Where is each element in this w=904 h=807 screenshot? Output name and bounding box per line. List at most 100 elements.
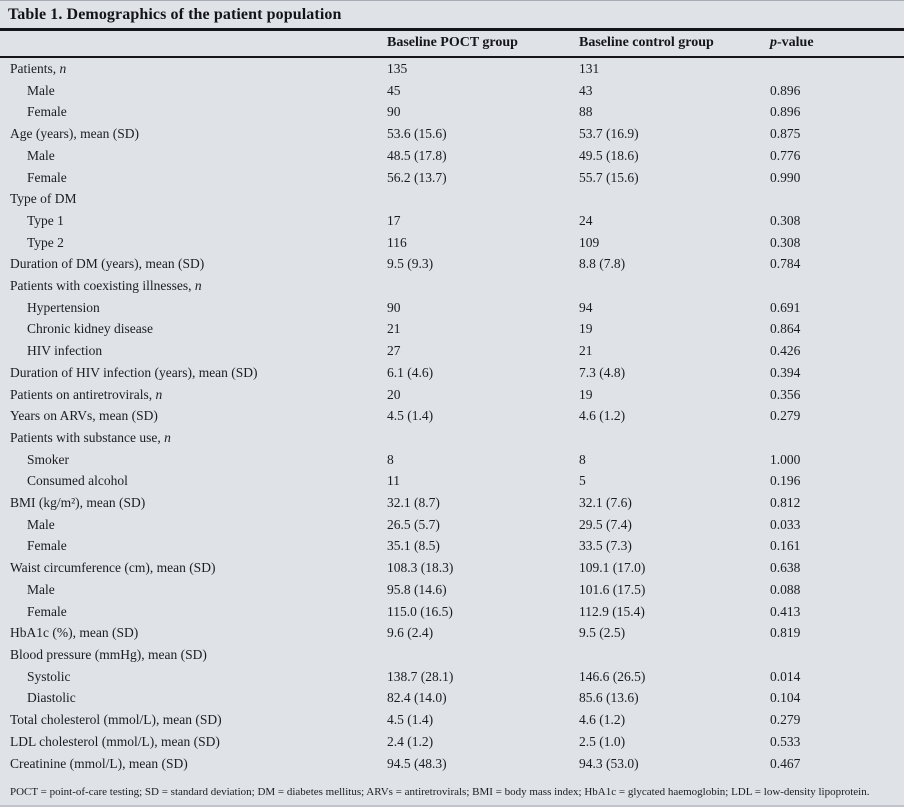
cell-poct-value: 95.8 (14.6) [387,581,447,597]
table-row: Consumed alcohol 11 5 0.196 [0,470,904,492]
cell-p-value: 0.413 [770,603,801,619]
row-label: Patients with substance use, n [0,427,387,449]
row-label-text: Consumed alcohol [27,473,128,489]
table-row: HIV infection 27 21 0.426 [0,340,904,362]
table-header: Baseline POCT group Baseline control gro… [0,31,904,58]
cell-p-value: 0.875 [770,126,801,142]
row-label-text: Patients on antiretrovirals, [10,386,156,402]
row-label-text: Systolic [27,668,71,684]
row-label-text: BMI (kg/m²), mean (SD) [10,495,146,511]
cell-poct-value: 90 [387,104,401,120]
cell-poct-value: 94.5 (48.3) [387,755,447,771]
cell-poct-value: 53.6 (15.6) [387,126,447,142]
cell-poct-value: 135 [387,61,408,76]
table-row: Male 45 43 0.896 [0,80,904,102]
cell-p-value: 0.990 [770,169,801,185]
row-label-text: Male [27,82,55,98]
cell-poct-value: 82.4 (14.0) [387,690,447,706]
cell-poct-value: 17 [387,212,401,228]
row-label: BMI (kg/m²), mean (SD) [0,492,387,514]
cell-control-value: 32.1 (7.6) [579,495,632,511]
row-label-text: Type 1 [27,212,64,228]
table-row: Male 95.8 (14.6) 101.6 (17.5) 0.088 [0,579,904,601]
table-row: Female 115.0 (16.5) 112.9 (15.4) 0.413 [0,601,904,623]
cell-control-value: 109 [579,234,600,250]
header-p-value: p-value [770,31,904,58]
table-body: Patients, n 135 131 Male 45 43 0.896 Female 90 88… [0,57,904,774]
cell-poct-value: 32.1 (8.7) [387,495,440,511]
header-label-column [0,31,387,58]
cell-p-value: 0.308 [770,212,801,228]
table-row: Years on ARVs, mean (SD) 4.5 (1.4) 4.6 (1.… [0,405,904,427]
cell-control-value: 4.6 (1.2) [579,408,626,424]
cell-p-value: 0.638 [770,560,801,576]
cell-p-value: 0.864 [770,321,801,337]
row-label-text: Waist circumference (cm), mean (SD) [10,560,216,576]
row-label-italic: n [164,429,171,445]
header-control-group: Baseline control group [579,31,770,58]
row-label: LDL cholesterol (mmol/L), mean (SD) [0,731,387,753]
row-label-text: Female [27,603,67,619]
row-label-text: Patients, [10,61,60,76]
header-poct-group: Baseline POCT group [387,31,579,58]
row-label-italic: n [59,61,67,76]
table-row: Female 90 88 0.896 [0,101,904,123]
row-label: Female [0,535,387,557]
cell-p-value: 0.426 [770,343,801,359]
cell-p-value: 0.279 [770,408,801,424]
table-row: BMI (kg/m²), mean (SD) 32.1 (8.7) 32.1 (7.… [0,492,904,514]
row-label-italic: n [194,278,202,294]
cell-control-value: 85.6 (13.6) [579,690,639,706]
cell-control-value: 2.5 (1.0) [579,733,626,749]
row-label-text: Patients with substance use, [10,429,165,445]
cell-p-value: 0.691 [770,299,801,315]
row-label-text: Diastolic [27,690,76,706]
row-label-text: Hypertension [27,299,100,315]
row-label: Type 1 [0,210,387,232]
row-label-text: LDL cholesterol (mmol/L), mean (SD) [10,733,220,749]
row-label: Age (years), mean (SD) [0,123,387,145]
row-label: Chronic kidney disease [0,318,387,340]
cell-poct-value: 115.0 (16.5) [387,603,453,619]
cell-poct-value: 4.5 (1.4) [387,408,434,424]
cell-poct-value: 26.5 (5.7) [387,516,440,532]
row-label: Hypertension [0,297,387,319]
table-row: Patients on antiretrovirals, n 20 19 0.356 [0,384,904,406]
cell-p-value [770,427,904,449]
cell-control-value: 112.9 (15.4) [579,603,645,619]
cell-poct-value: 8 [387,451,394,467]
row-label-text: Type of DM [10,191,77,207]
cell-p-value: 0.819 [770,625,801,641]
cell-control-value: 33.5 (7.3) [579,538,632,554]
cell-p-value: 0.014 [770,668,801,684]
row-label-text: Type 2 [27,234,64,250]
table-row: Patients with substance use, n [0,427,904,449]
row-label: Duration of HIV infection (years), mean … [0,362,387,384]
table-row: Type of DM [0,188,904,210]
cell-poct-value: 35.1 (8.5) [387,538,440,554]
table-row: Patients with coexisting illnesses, n [0,275,904,297]
row-label-text: Male [27,516,55,532]
cell-p-value: 0.784 [770,256,801,272]
title-rule [0,28,904,31]
cell-control-value: 131 [579,61,600,76]
table-row: Smoker 8 8 1.000 [0,449,904,471]
table-row: Creatinine (mmol/L), mean (SD) 94.5 (48.3… [0,753,904,775]
cell-p-value [770,57,904,80]
cell-poct-value: 4.5 (1.4) [387,712,434,728]
table-row: Duration of HIV infection (years), mean … [0,362,904,384]
row-label-text: Chronic kidney disease [27,321,153,337]
abbreviations-footnote: POCT = point-of-care testing; SD = stand… [10,786,870,799]
cell-p-value [770,188,904,210]
cell-control-value: 21 [579,343,593,359]
cell-p-value: 0.033 [770,516,801,532]
row-label-text: Duration of HIV infection (years), mean … [10,364,258,380]
cell-poct-value: 11 [387,473,400,489]
table-row: Duration of DM (years), mean (SD) 9.5 (9.… [0,253,904,275]
cell-p-value: 0.394 [770,364,801,380]
table-row: Diastolic 82.4 (14.0) 85.6 (13.6) 0.104 [0,687,904,709]
table-row: Female 35.1 (8.5) 33.5 (7.3) 0.161 [0,535,904,557]
row-label-text: Duration of DM (years), mean (SD) [10,256,205,272]
row-label-text: Total cholesterol (mmol/L), mean (SD) [10,712,222,728]
cell-p-value: 0.161 [770,538,801,554]
